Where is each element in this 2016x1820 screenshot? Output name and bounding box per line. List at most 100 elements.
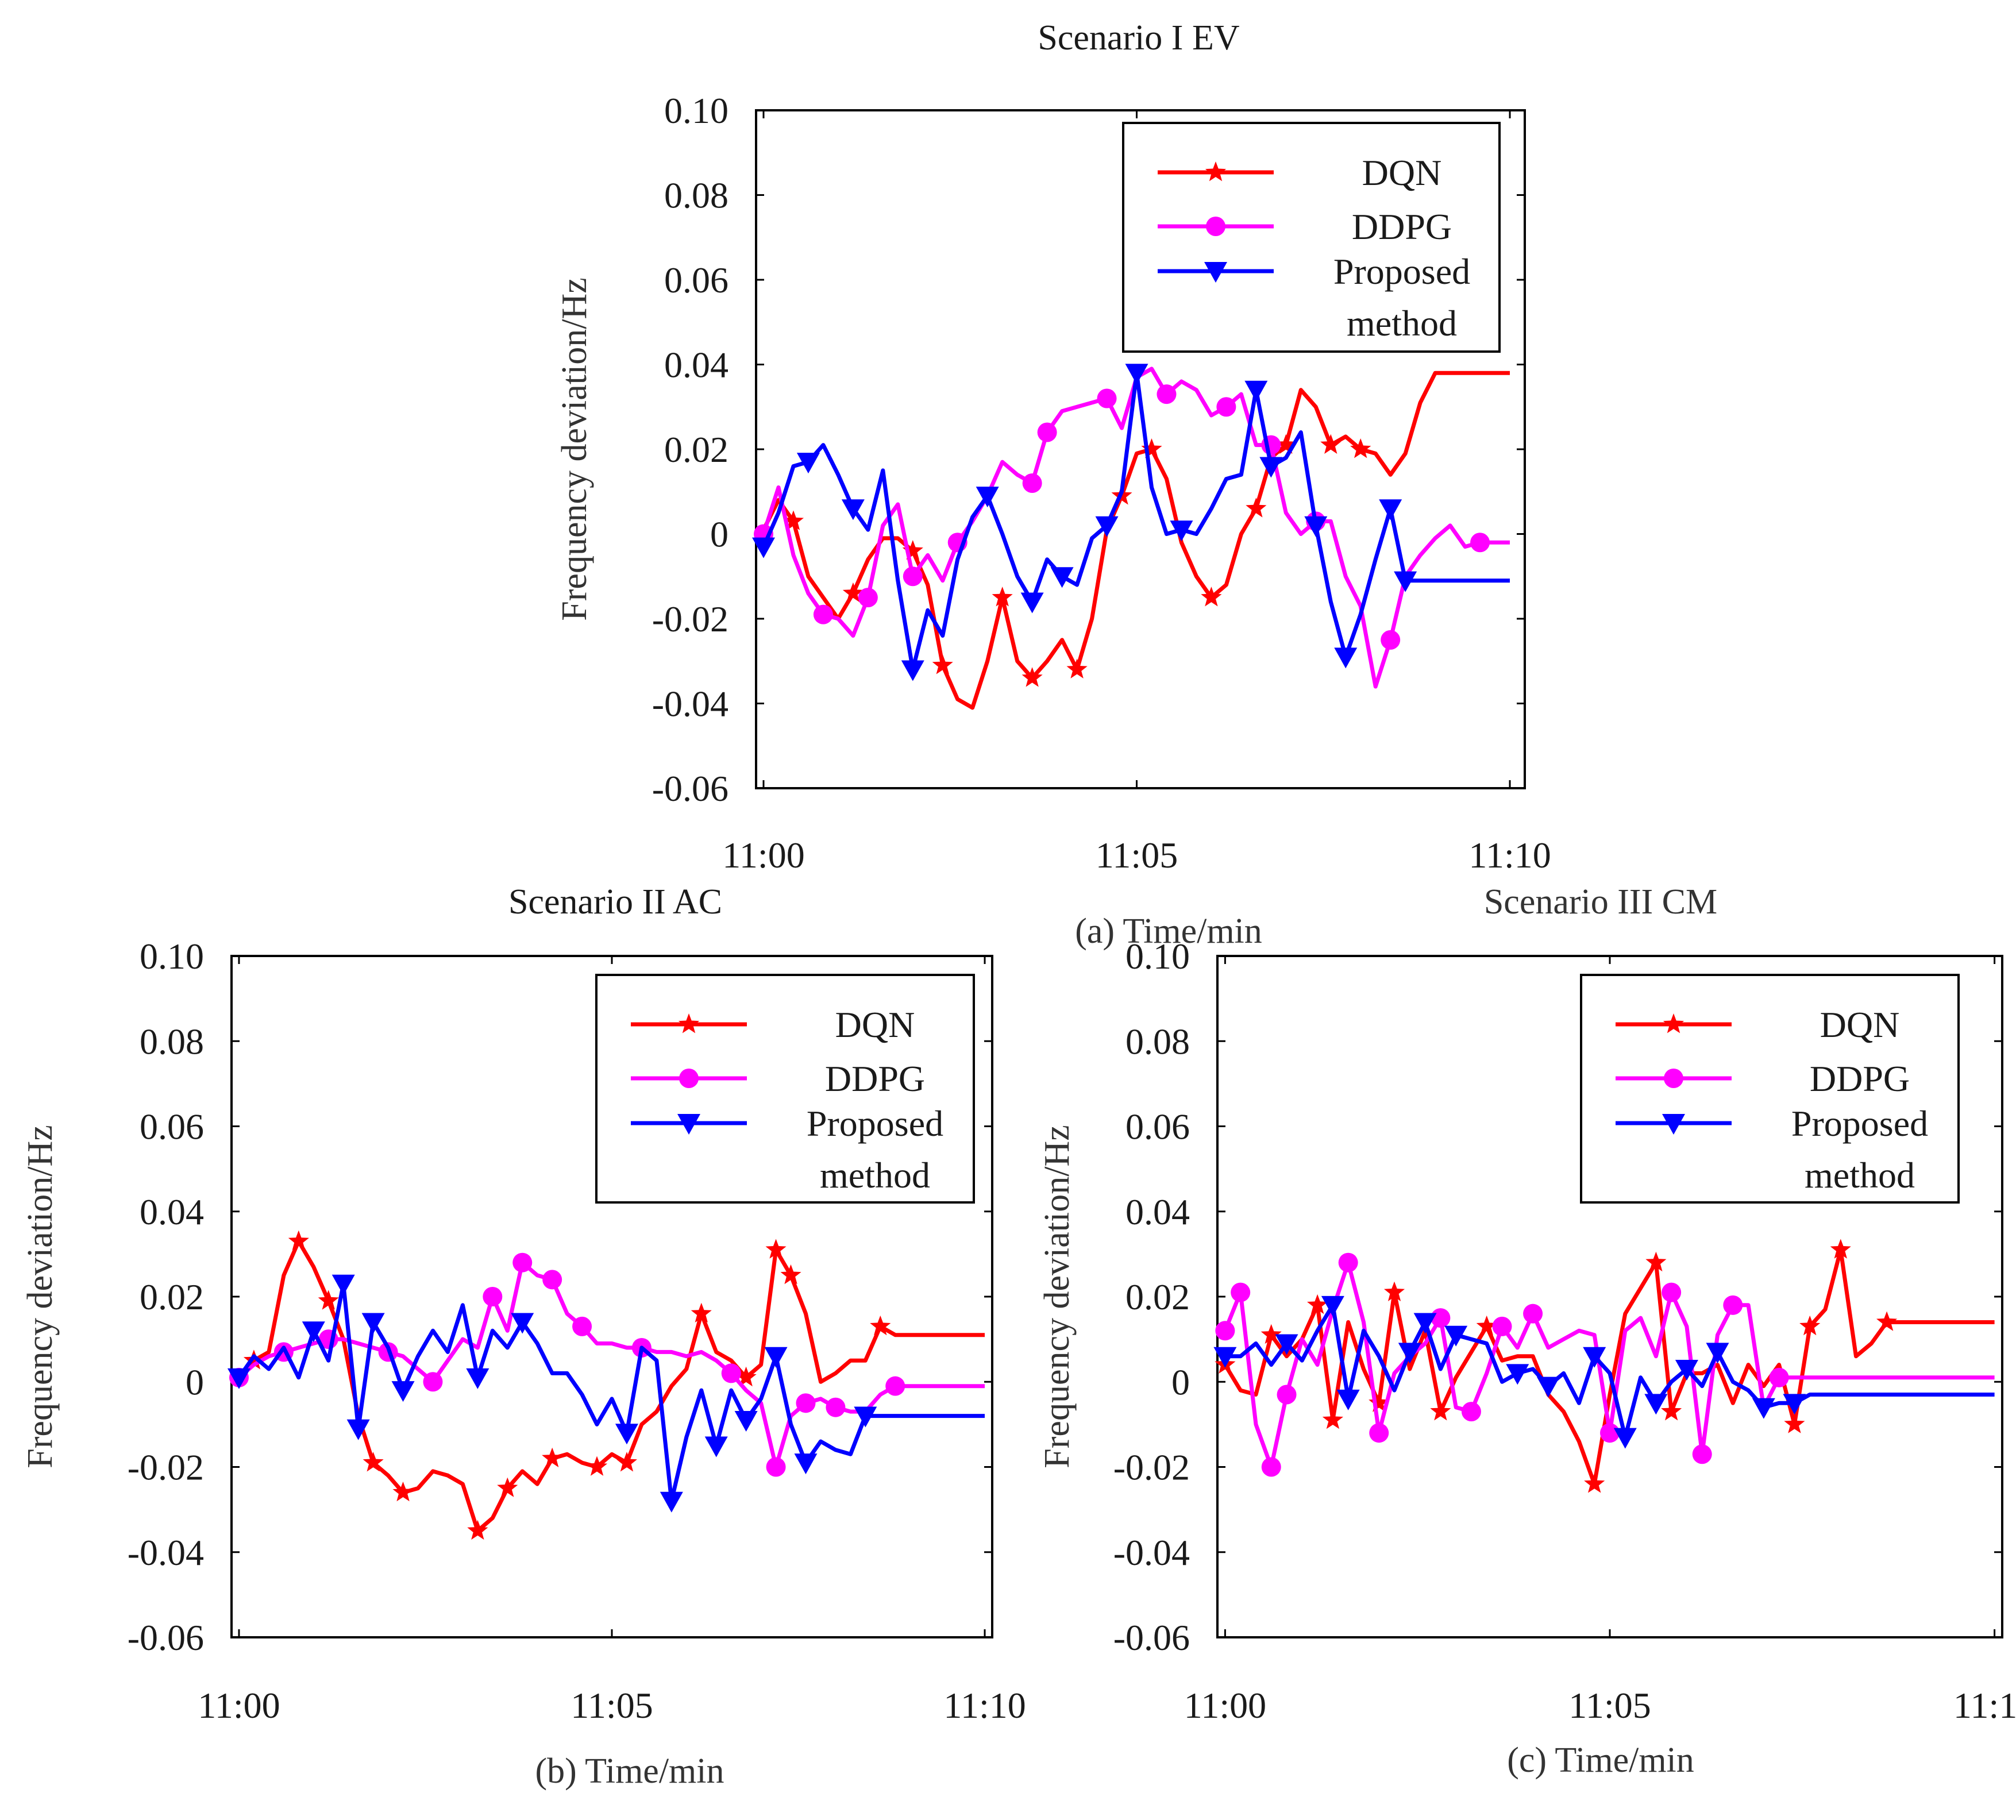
chart-b-ytick-label: 0.06 [140, 1106, 204, 1147]
chart-a-point-proposed [1394, 571, 1417, 592]
chart-b-legend-label-proposed: Proposed [807, 1103, 943, 1144]
chart-c-point-ddpg [1369, 1423, 1389, 1443]
chart-c-point-dqn [1322, 1409, 1343, 1429]
chart-c-ytick-label: 0.06 [1125, 1106, 1190, 1147]
chart-c-point-ddpg [1662, 1282, 1682, 1302]
chart-b-point-proposed [660, 1491, 683, 1513]
chart-c-point-dqn [1645, 1251, 1667, 1272]
chart-c-point-proposed [1613, 1428, 1637, 1449]
chart-b-point-dqn [392, 1482, 414, 1502]
chart-a-title: Scenario I EV [1038, 18, 1239, 57]
chart-c-legend-label-ddpg: DDPG [1810, 1058, 1910, 1099]
chart-a-point-ddpg [1216, 397, 1236, 417]
chart-a-point-ddpg [813, 604, 833, 624]
chart-b-xtick-label: 11:05 [571, 1685, 653, 1726]
chart-c-point-proposed [1336, 1389, 1360, 1410]
chart-c-ytick-label: 0.04 [1125, 1192, 1190, 1232]
chart-b: Scenario II AC (b) Time/min 0.10 0.08 0.06… [21, 882, 1026, 1791]
chart-c-ytick-label: -0.02 [1113, 1447, 1190, 1488]
chart-c-point-dqn [1430, 1401, 1451, 1421]
chart-c-caption: (c) Time/min [1507, 1741, 1694, 1780]
chart-a-legend-marker-dqn [1205, 161, 1227, 182]
chart-c-point-dqn [1261, 1324, 1282, 1344]
chart-c-point-proposed [1275, 1334, 1298, 1355]
chart-a-ytick-label: 0.08 [664, 175, 728, 216]
chart-a-line-dqn [761, 371, 1510, 710]
chart-b-title: Scenario II AC [508, 882, 722, 921]
chart-a-ytick-label: -0.02 [652, 599, 728, 639]
chart-c-xtick-label: 11:10 [1953, 1685, 2016, 1726]
chart-b-xtick-label: 11:10 [943, 1685, 1026, 1726]
chart-b-ytick-label: -0.02 [128, 1447, 204, 1488]
chart-b-point-ddpg [826, 1397, 846, 1417]
chart-c-point-proposed [1413, 1313, 1437, 1334]
chart-c-point-ddpg [1461, 1402, 1481, 1422]
chart-b-point-ddpg [483, 1287, 503, 1306]
chart-b-point-dqn [780, 1264, 801, 1285]
chart-b-point-ddpg [721, 1363, 741, 1383]
chart-a-point-ddpg [1022, 473, 1042, 493]
chart-b-point-dqn [497, 1477, 518, 1497]
chart-a-legend-marker-proposed [1204, 262, 1227, 283]
chart-a-point-dqn [932, 654, 953, 674]
chart-c-point-ddpg [1492, 1316, 1512, 1336]
chart-b-point-proposed [331, 1274, 355, 1295]
chart-a-point-ddpg [903, 566, 923, 587]
chart-b-point-proposed [794, 1453, 818, 1475]
chart-b-ytick-label: 0 [186, 1362, 204, 1402]
chart-c-point-proposed [1444, 1325, 1468, 1347]
chart-c-line-proposed [1225, 1303, 1995, 1440]
chart-c-xtick-label: 11:00 [1184, 1685, 1266, 1726]
chart-a-caption: (a) Time/min [1075, 912, 1262, 951]
chart-c-point-dqn [1661, 1401, 1682, 1421]
chart-b-point-ddpg [885, 1376, 905, 1396]
chart-a-point-dqn [842, 582, 864, 603]
chart-b-point-ddpg [423, 1372, 443, 1392]
chart-a-point-dqn [1022, 667, 1043, 687]
chart-b-legend-marker-dqn [678, 1013, 700, 1034]
chart-b-legend-marker-ddpg [679, 1069, 699, 1088]
chart-a-point-dqn [782, 510, 804, 530]
chart-a-point-dqn [902, 540, 923, 560]
chart-a-legend-marker-ddpg [1206, 217, 1225, 236]
chart-a-xtick-label: 11:10 [1468, 835, 1551, 876]
chart-a-point-dqn [1141, 438, 1162, 458]
chart-b-point-dqn [318, 1290, 339, 1310]
chart-c-point-proposed [1706, 1343, 1729, 1364]
chart-b-ytick-label: 0.04 [140, 1192, 204, 1232]
chart-c-point-dqn [1476, 1315, 1497, 1336]
chart-c-point-ddpg [1523, 1304, 1543, 1324]
chart-b-series-proposed [227, 1274, 985, 1513]
chart-c-ylabel: Frequency deviation/Hz [1038, 1125, 1077, 1468]
chart-c-legend-label-proposed-line2: method [1805, 1155, 1915, 1196]
chart-b-point-ddpg [572, 1316, 592, 1336]
chart-c-title: Scenario III CM [1484, 882, 1717, 921]
chart-c-legend-marker-dqn [1663, 1013, 1685, 1034]
chart-a-point-ddpg [1470, 533, 1490, 553]
chart-c-point-ddpg [1277, 1385, 1297, 1405]
chart-c-xtick-label: 11:05 [1568, 1685, 1651, 1726]
chart-c-ytick-label: -0.06 [1113, 1617, 1190, 1658]
chart-c-series-proposed [1213, 1295, 1995, 1449]
chart-c-point-dqn [1830, 1239, 1851, 1259]
chart-c-point-proposed [1506, 1364, 1529, 1385]
chart-b-point-dqn [542, 1447, 563, 1467]
chart-b-point-dqn [616, 1452, 637, 1472]
chart-b-legend-marker-proposed [677, 1114, 700, 1135]
chart-a-ytick-label: -0.06 [652, 768, 728, 809]
chart-a-point-proposed [1170, 520, 1193, 542]
chart-a-point-proposed [1334, 647, 1358, 669]
chart-a-point-dqn [992, 587, 1013, 607]
chart-b-point-proposed [302, 1321, 325, 1343]
chart-c-point-ddpg [1769, 1367, 1789, 1387]
chart-a-point-proposed [1020, 592, 1044, 614]
chart-a-ytick-label: 0 [710, 514, 728, 555]
chart-b-point-proposed [466, 1368, 489, 1389]
chart-c-point-proposed [1536, 1376, 1560, 1398]
chart-a-point-proposed [1379, 499, 1402, 520]
chart-c-point-dqn [1369, 1392, 1390, 1412]
